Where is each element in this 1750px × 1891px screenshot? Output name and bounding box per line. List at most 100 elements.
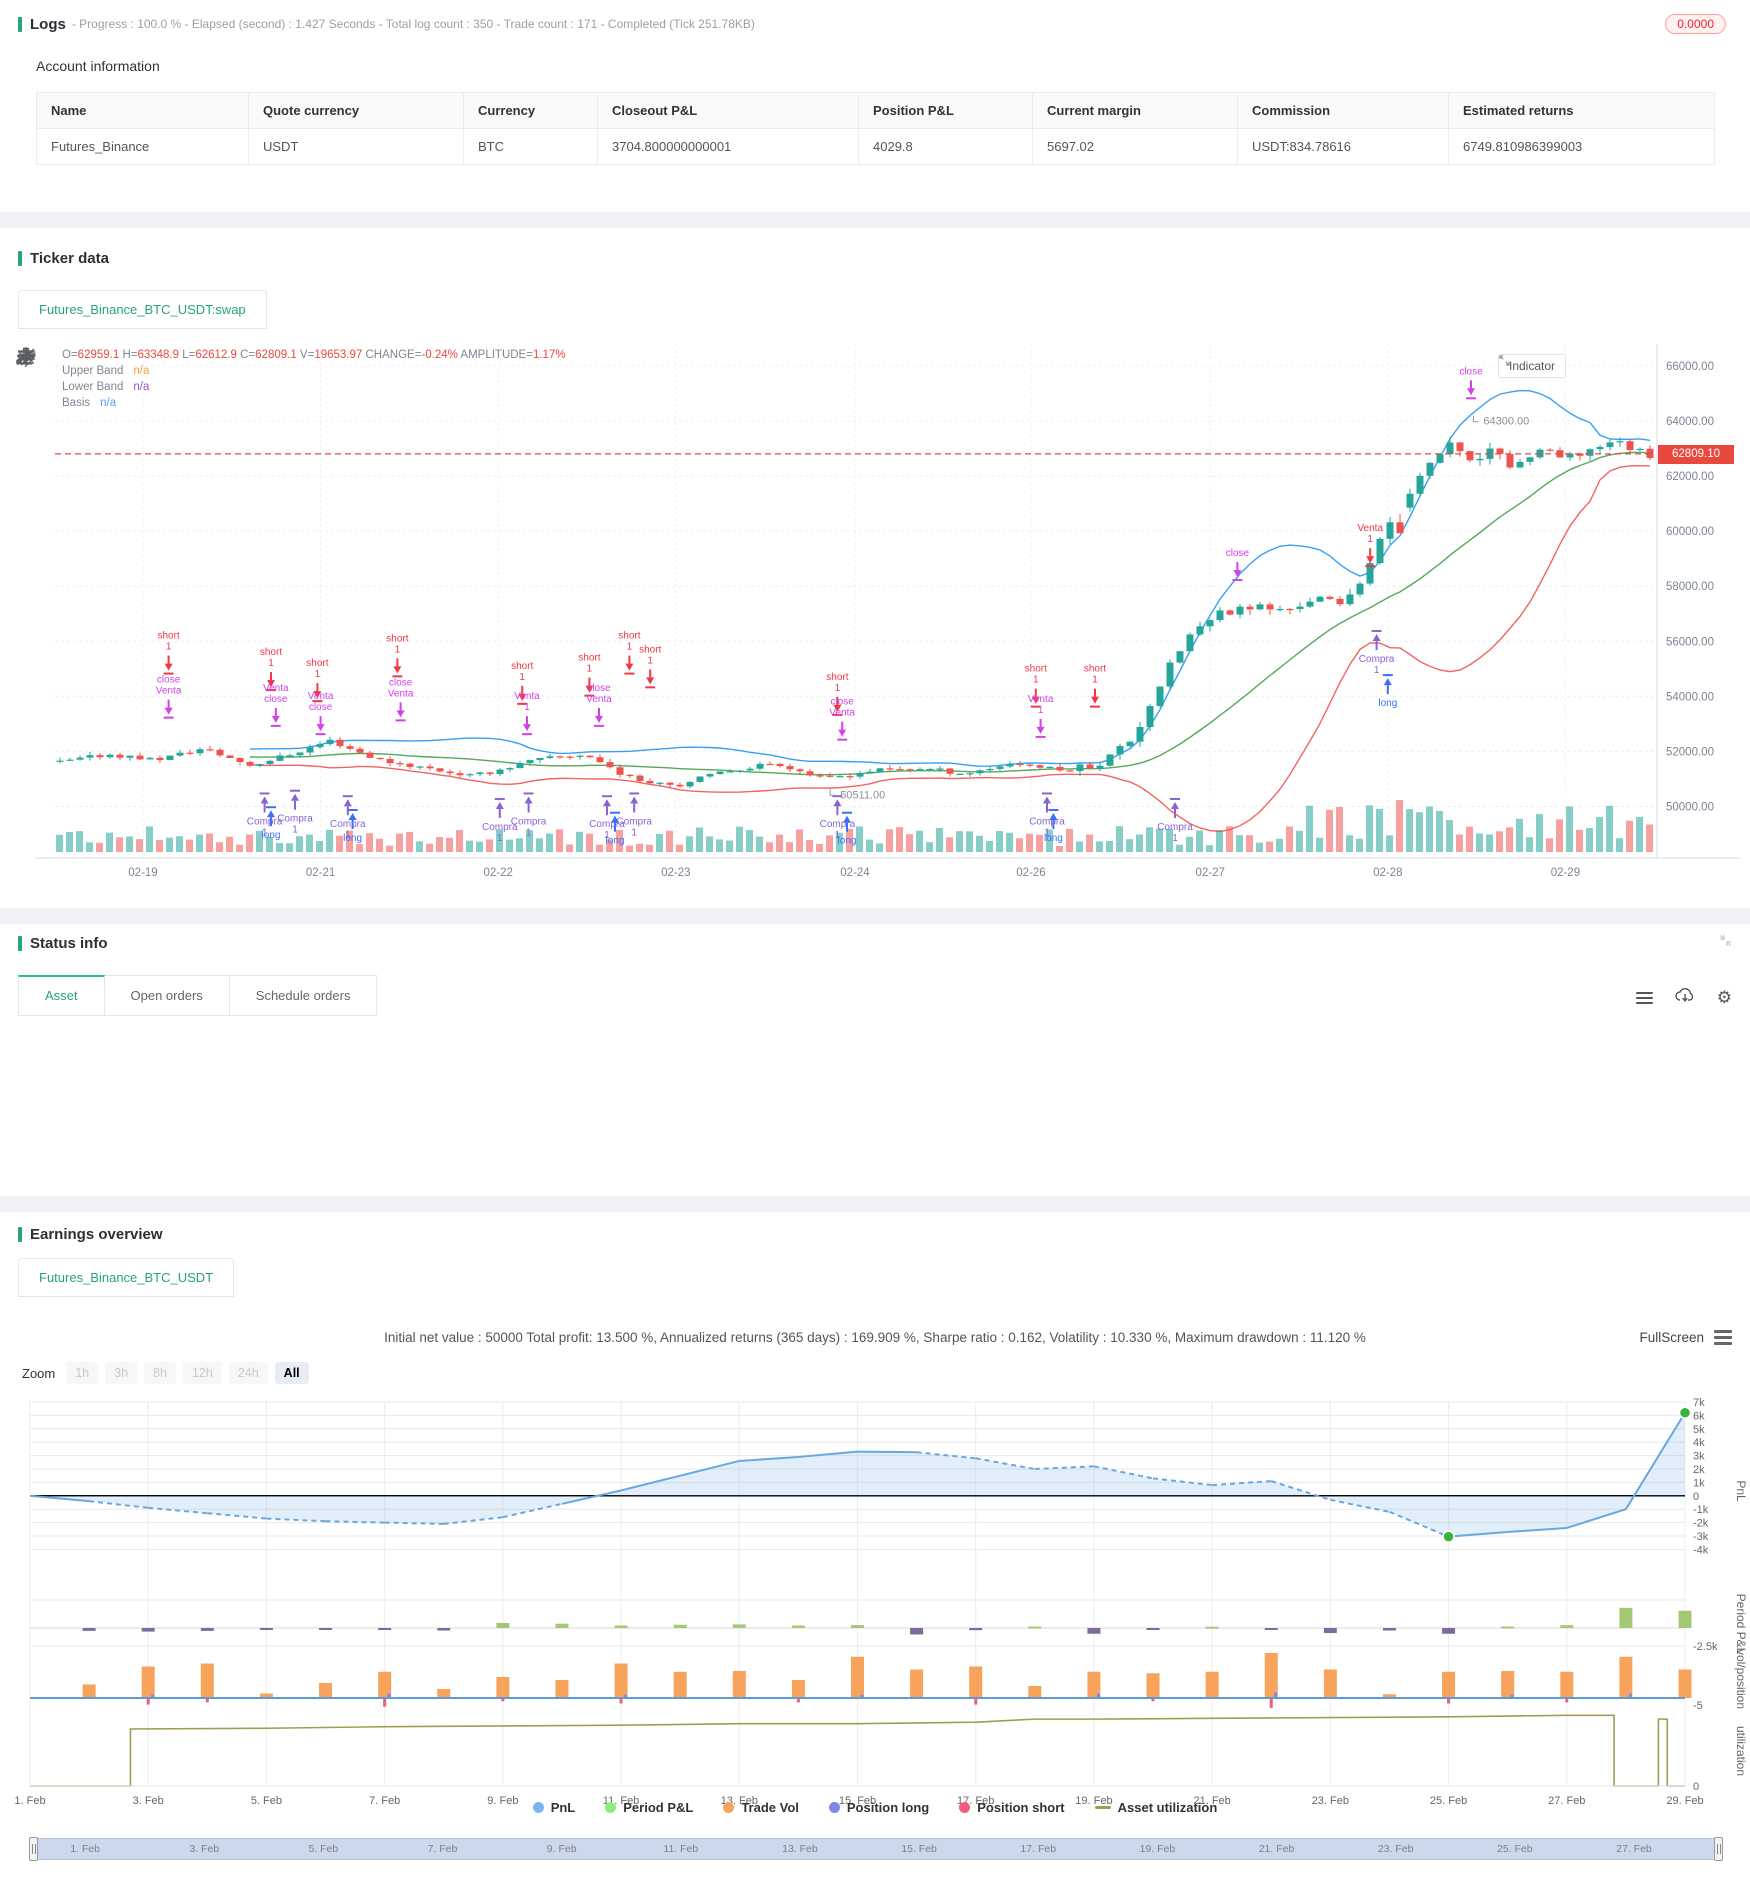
tab-earnings-symbol[interactable]: Futures_Binance_BTC_USDT (18, 1258, 235, 1297)
svg-text:long: long (1378, 698, 1397, 709)
cloud-download-icon[interactable] (1675, 987, 1695, 1008)
vertical-ray-icon[interactable] (19, 348, 45, 502)
svg-text:close: close (389, 677, 413, 688)
menu-icon[interactable] (1635, 991, 1653, 1004)
svg-text:15. Feb: 15. Feb (839, 1795, 876, 1807)
svg-text:Venta: Venta (388, 688, 414, 699)
vertical-segment-icon[interactable] (19, 347, 45, 535)
ray-icon[interactable] (16, 349, 45, 601)
svg-text:1: 1 (526, 827, 532, 838)
trash-icon[interactable] (18, 347, 45, 799)
candlestick-chart[interactable]: 123 O=62959.1 H=63348.9 L=62612.9 C=6280… (0, 336, 1750, 896)
gear-icon[interactable]: ⚙ (1716, 988, 1732, 1007)
ohlc-value: 62959.1 (77, 349, 123, 361)
tab-ticker-symbol[interactable]: Futures_Binance_BTC_USDT:swap (18, 290, 267, 329)
svg-text:Period P&L: Period P&L (1734, 1594, 1748, 1655)
collapse-icon[interactable] (1719, 934, 1732, 952)
ohlc-label: CHANGE= (365, 349, 422, 361)
ohlc-label: C= (240, 349, 256, 361)
svg-text:123: 123 (21, 349, 36, 359)
status-tabs: Asset Open orders Schedule orders ⚙ (18, 972, 1732, 1016)
candlestick-plot[interactable]: 66000.00 64000.00 62000.00 60000.00 58000.00… (0, 336, 1750, 896)
legend-item-label: Asset utilization (1117, 1800, 1218, 1815)
svg-text:PnL: PnL (1734, 1480, 1748, 1502)
svg-text:21. Feb: 21. Feb (1193, 1795, 1230, 1807)
ticker-data-title: Ticker data (30, 250, 109, 267)
measure-123-icon[interactable]: 123 (16, 349, 45, 667)
fullscreen-button[interactable]: FullScreen (1639, 1330, 1704, 1345)
legend-item-position-long[interactable]: Position long (828, 1800, 929, 1815)
svg-text:-4k: -4k (1693, 1544, 1709, 1556)
fib-lines-icon[interactable] (18, 350, 45, 766)
parallel-channel-icon[interactable] (17, 350, 45, 700)
navigator[interactable]: 1. Feb 3. Feb 5. Feb 7. Feb 9. Feb 11. Feb 13.… (29, 1837, 1723, 1861)
svg-text:02-22: 02-22 (483, 867, 512, 879)
svg-text:Compra: Compra (1359, 654, 1395, 665)
earnings-chart[interactable]: 7k 6k 5k 4k 3k 2k 1k 0 -1k -2k -3k -4k PnL -2.5k Perio… (0, 1396, 1750, 1808)
svg-text:1: 1 (497, 833, 503, 844)
legend-item-pnl[interactable]: PnL (532, 1800, 576, 1815)
indicator-button[interactable]: Indicator (1498, 354, 1567, 378)
svg-text:Venta: Venta (1357, 523, 1383, 534)
legend-item-asset-utilization[interactable]: Asset utilization (1094, 1800, 1218, 1815)
svg-text:7. Feb: 7. Feb (369, 1795, 400, 1807)
account-cell: 6749.810986399003 (1448, 128, 1715, 165)
horizontal-segment-icon[interactable] (17, 354, 45, 436)
indicator-expand-icon (1499, 355, 1510, 366)
segment-icon[interactable] (18, 350, 45, 634)
account-col-header: Closeout P&L (597, 92, 859, 129)
navigator-handle-right[interactable] (1714, 1837, 1723, 1861)
svg-text:short: short (1084, 664, 1106, 675)
svg-text:64000.00: 64000.00 (1666, 416, 1714, 428)
svg-text:1. Feb: 1. Feb (14, 1795, 45, 1807)
svg-text:1: 1 (524, 702, 530, 713)
status-tab-schedule-orders[interactable]: Schedule orders (229, 975, 378, 1016)
svg-text:66000.00: 66000.00 (1666, 361, 1714, 373)
svg-text:Compra: Compra (247, 816, 283, 827)
horizontal-ray-icon[interactable] (17, 354, 45, 403)
legend-item-label: PnL (550, 1800, 576, 1815)
svg-text:25. Feb: 25. Feb (1430, 1795, 1467, 1807)
navigator-handle-left[interactable] (29, 1837, 38, 1861)
zoom-button-8h[interactable]: 8h (144, 1362, 176, 1384)
account-cell: Futures_Binance (36, 128, 249, 165)
navigator-date-label: 7. Feb (427, 1843, 458, 1855)
svg-text:1: 1 (1374, 665, 1380, 676)
svg-text:Compra: Compra (589, 819, 625, 830)
legend-item-trade-vol[interactable]: Trade Vol (723, 1800, 799, 1815)
ohlc-label: V= (299, 349, 315, 361)
ohlc-value: -0.24% (421, 349, 461, 361)
svg-text:7k: 7k (1693, 1397, 1705, 1409)
logs-count-badge[interactable]: 0.0000 (1665, 14, 1726, 34)
zoom-button-1h[interactable]: 1h (66, 1362, 99, 1384)
account-col-header: Currency (463, 92, 598, 129)
svg-text:1: 1 (1033, 675, 1039, 686)
table-row: Futures_Binance USDT BTC 3704.800000000001 4… (36, 128, 1715, 165)
band-label: Upper Band (62, 365, 124, 377)
status-tab-asset[interactable]: Asset (18, 975, 105, 1016)
svg-text:6k: 6k (1693, 1410, 1705, 1422)
chart-menu-icon[interactable] (1714, 1330, 1732, 1345)
svg-text:0: 0 (1693, 1491, 1699, 1503)
zoom-button-12h[interactable]: 12h (182, 1362, 222, 1384)
zoom-button-all[interactable]: All (274, 1362, 309, 1384)
zoom-button-24h[interactable]: 24h (228, 1362, 268, 1384)
legend-item-period-p-l[interactable]: Period P&L (605, 1800, 693, 1815)
svg-text:5k: 5k (1693, 1424, 1705, 1436)
pitchfork-icon[interactable] (16, 351, 45, 733)
navigator-date-label: 21. Feb (1258, 1843, 1295, 1855)
trend-line-icon[interactable] (17, 348, 45, 568)
account-col-header: Commission (1237, 92, 1449, 129)
status-tab-open-orders[interactable]: Open orders (104, 975, 230, 1016)
vertical-line-icon[interactable] (19, 348, 45, 469)
zoom-button-3h[interactable]: 3h (105, 1362, 138, 1384)
svg-text:Compra: Compra (511, 816, 547, 827)
status-info-title: Status info (30, 934, 108, 952)
svg-text:02-24: 02-24 (840, 867, 870, 879)
legend-item-label: Position short (977, 1800, 1065, 1815)
ohlc-label: O= (62, 349, 78, 361)
section-divider (0, 212, 1750, 228)
ticker-data-header: Ticker data (18, 250, 109, 267)
legend-item-position-short[interactable]: Position short (959, 1800, 1065, 1815)
